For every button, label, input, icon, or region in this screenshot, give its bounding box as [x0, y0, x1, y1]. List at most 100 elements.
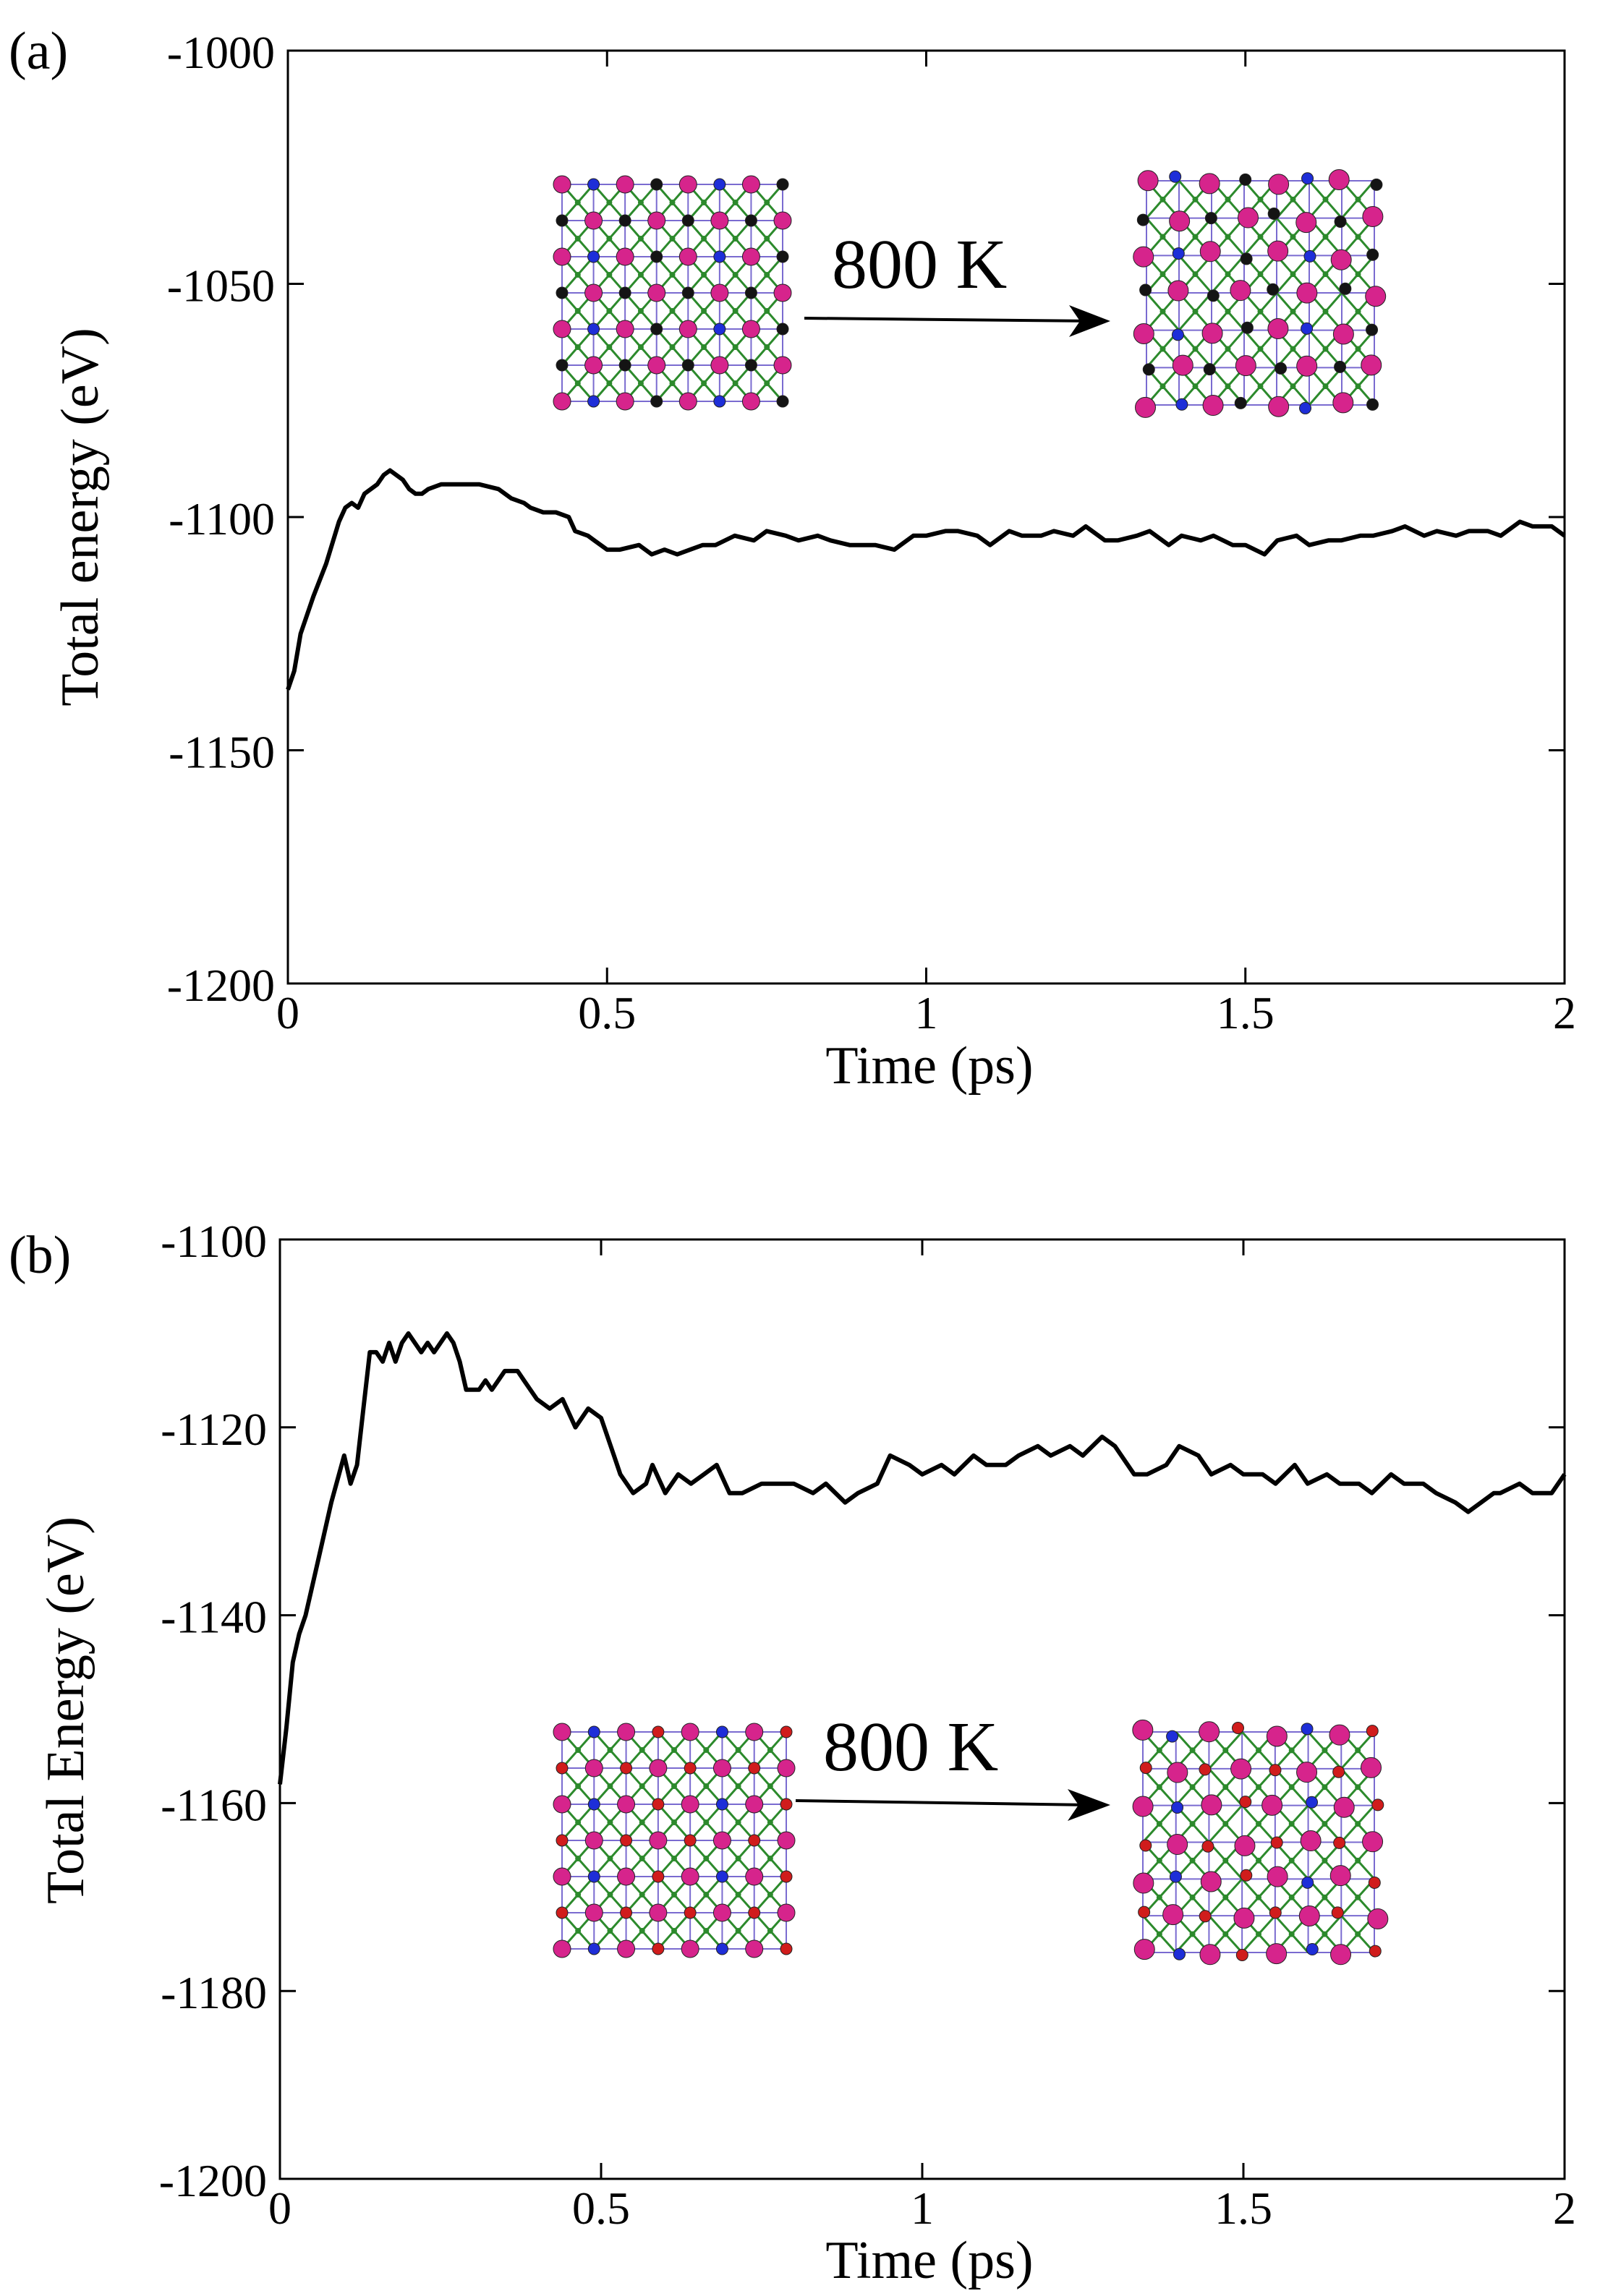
atom: [1202, 395, 1224, 417]
atom: [678, 320, 697, 338]
atom: [776, 178, 789, 191]
plot-frame-a: [286, 49, 1566, 985]
atom: [1192, 308, 1199, 315]
atom: [1355, 308, 1361, 315]
arrow-head-b: [1068, 1789, 1110, 1821]
atom: [1355, 1821, 1361, 1827]
atom: [1235, 355, 1256, 377]
atom: [584, 1903, 603, 1922]
atom: [1296, 282, 1318, 304]
atom: [1241, 321, 1254, 334]
atom: [715, 1798, 728, 1811]
atom: [1256, 1747, 1261, 1754]
atom: [1290, 271, 1296, 278]
atom: [1142, 363, 1155, 376]
atom: [618, 286, 631, 299]
x-tick-label: 2: [1553, 2182, 1576, 2234]
atom: [1189, 1931, 1196, 1937]
atom: [607, 1783, 613, 1789]
atom: [710, 283, 729, 302]
atom: [777, 1759, 796, 1778]
atom: [1322, 308, 1329, 315]
atom: [701, 272, 707, 278]
atom: [701, 380, 707, 386]
atom: [1322, 1894, 1328, 1900]
atom: [584, 211, 603, 230]
atom: [1362, 1831, 1384, 1853]
atom: [637, 344, 644, 350]
series-line-b: [278, 1331, 1567, 1785]
atom: [1370, 178, 1383, 191]
atom: [1234, 396, 1247, 409]
atom: [1256, 1821, 1261, 1827]
atom: [1288, 1931, 1295, 1937]
atom: [767, 1747, 773, 1753]
atom: [1288, 1747, 1295, 1754]
atom: [748, 1762, 761, 1775]
atom: [745, 1867, 764, 1886]
atom: [1169, 170, 1182, 183]
atom: [1136, 213, 1149, 226]
atom: [1199, 1944, 1221, 1966]
atom: [1199, 1763, 1212, 1776]
atom: [574, 272, 581, 278]
atom: [671, 1783, 677, 1789]
atom: [606, 272, 613, 278]
atom: [1192, 234, 1199, 240]
atom: [616, 392, 634, 411]
atom: [780, 1942, 793, 1955]
y-ticks-a: -1200 -1150 -1100 -1050 -1000: [167, 27, 1565, 1011]
atom: [587, 323, 600, 336]
atom: [1132, 1796, 1154, 1817]
atom: [1288, 1894, 1295, 1900]
atom: [1295, 212, 1317, 234]
atom: [1330, 1944, 1352, 1966]
atom: [1156, 1747, 1162, 1754]
plot-frame-b: [278, 1238, 1566, 2180]
atom: [1332, 1765, 1345, 1778]
atom: [652, 1725, 665, 1738]
x-ticks-a: 0 0.5 1 1.5 2: [276, 51, 1576, 1038]
atom: [1201, 1794, 1222, 1816]
atom: [1200, 1871, 1222, 1892]
atom: [652, 1870, 665, 1883]
atom: [607, 1819, 613, 1825]
y-tick-label: -1140: [161, 1592, 267, 1643]
atom: [639, 1783, 645, 1789]
atom: [1334, 360, 1347, 373]
atom: [767, 1856, 773, 1861]
atom: [735, 1928, 741, 1934]
atom: [1256, 1857, 1261, 1864]
atom: [748, 1906, 761, 1919]
atom: [671, 1747, 677, 1753]
atom: [681, 1939, 699, 1958]
atom: [1270, 1836, 1283, 1849]
x-tick-label: 0.5: [578, 987, 636, 1038]
atom: [1328, 168, 1350, 190]
atom: [713, 323, 726, 336]
atom: [652, 1942, 665, 1955]
atom: [1267, 283, 1280, 296]
atom: [1166, 1730, 1179, 1743]
atom: [1301, 172, 1314, 185]
atom: [652, 1798, 665, 1811]
atom: [684, 1906, 697, 1919]
atom: [732, 380, 739, 386]
atom: [618, 359, 631, 372]
atom: [1288, 1857, 1295, 1864]
atom: [703, 1856, 710, 1861]
atom: [776, 250, 789, 263]
atom: [587, 178, 600, 191]
atom: [1290, 346, 1296, 352]
atom: [1172, 354, 1193, 376]
atom: [1333, 1836, 1346, 1849]
atom: [1256, 1784, 1261, 1791]
atom: [1301, 1876, 1314, 1889]
atom: [1222, 1894, 1229, 1900]
atom: [681, 359, 694, 372]
atom: [764, 236, 770, 242]
atom: [732, 344, 739, 350]
atom: [710, 211, 729, 230]
atom: [764, 308, 770, 314]
